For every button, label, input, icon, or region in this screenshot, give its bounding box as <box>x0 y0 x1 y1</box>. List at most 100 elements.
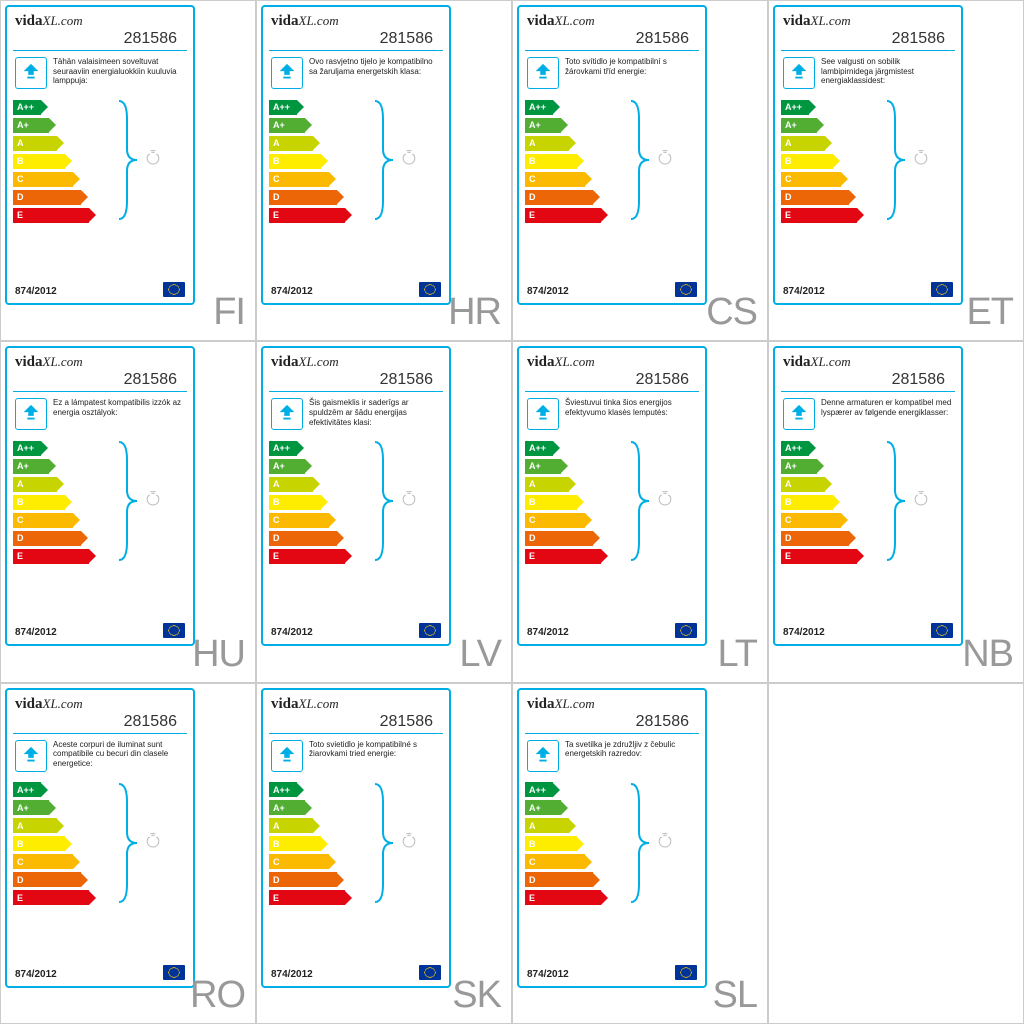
energy-bar-A++: A++ <box>13 99 193 115</box>
energy-bars: A++A+ABCDE <box>775 95 961 229</box>
energy-bar-C: C <box>781 171 961 187</box>
eu-flag-icon <box>163 282 185 297</box>
description-text: See valgusti on sobilik lambipirnidega j… <box>821 57 953 86</box>
brand-text: vidaXL.com <box>519 348 705 371</box>
energy-bars: A++A+ABCDE <box>7 95 193 229</box>
energy-bar-A: A <box>525 818 705 834</box>
lamp-icon <box>527 398 559 430</box>
energy-bar-B: B <box>781 494 961 510</box>
language-code: CS <box>706 291 757 334</box>
product-id: 281586 <box>781 371 955 392</box>
energy-bar-C: C <box>525 854 705 870</box>
description-text: Šis gaismeklis ir saderīgs ar spuldzēm a… <box>309 398 441 427</box>
energy-bar-A++: A++ <box>525 782 705 798</box>
lamp-icon <box>271 57 303 89</box>
regulation-text: 874/2012 <box>271 286 313 297</box>
energy-bar-E: E <box>525 548 705 564</box>
energy-bars: A++A+ABCDE <box>519 95 705 229</box>
energy-bar-A++: A++ <box>269 99 449 115</box>
energy-bar-B: B <box>525 153 705 169</box>
energy-bar-A++: A++ <box>13 440 193 456</box>
lamp-icon <box>783 398 815 430</box>
energy-bar-E: E <box>13 207 193 223</box>
bracket-icon <box>373 782 397 904</box>
eu-flag-icon <box>931 623 953 638</box>
energy-bar-A++: A++ <box>781 99 961 115</box>
product-id: 281586 <box>269 30 443 51</box>
bracket-icon <box>117 99 141 221</box>
grid-cell: vidaXL.com281586 Ez a lámpatest kompatibi… <box>0 341 256 682</box>
energy-bar-B: B <box>269 836 449 852</box>
energy-bar-B: B <box>13 836 193 852</box>
energy-bar-E: E <box>525 207 705 223</box>
bulb-icon <box>399 832 419 857</box>
energy-bar-A+: A+ <box>781 117 961 133</box>
brand-text: vidaXL.com <box>775 348 961 371</box>
regulation-text: 874/2012 <box>527 627 569 638</box>
eu-flag-icon <box>419 965 441 980</box>
product-id: 281586 <box>781 30 955 51</box>
energy-bars: A++A+ABCDE <box>263 436 449 570</box>
bulb-icon <box>399 490 419 515</box>
product-id: 281586 <box>13 371 187 392</box>
energy-bar-A+: A+ <box>269 458 449 474</box>
bracket-icon <box>629 440 653 562</box>
energy-bar-B: B <box>269 153 449 169</box>
language-code: ET <box>966 291 1013 334</box>
energy-bar-A+: A+ <box>781 458 961 474</box>
energy-bar-E: E <box>781 207 961 223</box>
brand-text: vidaXL.com <box>7 348 193 371</box>
description-text: Ta svetilka je združljiv z čebulic energ… <box>565 740 697 759</box>
bracket-icon <box>373 440 397 562</box>
regulation-text: 874/2012 <box>527 969 569 980</box>
energy-bar-A++: A++ <box>525 99 705 115</box>
grid-cell: vidaXL.com281586 Šviestuvui tinka šios en… <box>512 341 768 682</box>
label-grid: vidaXL.com281586Tähän valaisimeen sovelt… <box>0 0 1024 1024</box>
bulb-icon <box>911 490 931 515</box>
lamp-icon <box>783 57 815 89</box>
energy-bar-D: D <box>269 530 449 546</box>
description-text: Tähän valaisimeen soveltuvat seuraaviin … <box>53 57 185 86</box>
energy-bar-E: E <box>269 890 449 906</box>
energy-bar-C: C <box>525 171 705 187</box>
grid-cell: vidaXL.com281586Ovo rasvjetno tijelo je … <box>256 0 512 341</box>
grid-cell: vidaXL.com281586Šis gaismeklis ir saderī… <box>256 341 512 682</box>
language-code: SL <box>713 974 757 1017</box>
regulation-text: 874/2012 <box>271 627 313 638</box>
description-text: Šviestuvui tinka šios energijos efektyvu… <box>565 398 697 417</box>
lamp-icon <box>271 398 303 430</box>
grid-cell: vidaXL.com281586Toto svítidlo je kompati… <box>512 0 768 341</box>
energy-bar-B: B <box>13 494 193 510</box>
energy-label: vidaXL.com281586Tähän valaisimeen sovelt… <box>5 5 195 305</box>
bulb-icon <box>655 490 675 515</box>
description-text: Ez a lámpatest kompatibilis izzók az ene… <box>53 398 185 417</box>
eu-flag-icon <box>419 623 441 638</box>
product-id: 281586 <box>525 371 699 392</box>
eu-flag-icon <box>163 965 185 980</box>
regulation-text: 874/2012 <box>783 627 825 638</box>
energy-bar-C: C <box>781 512 961 528</box>
regulation-text: 874/2012 <box>783 286 825 297</box>
bulb-icon <box>143 490 163 515</box>
lamp-icon <box>527 740 559 772</box>
brand-text: vidaXL.com <box>263 348 449 371</box>
bulb-icon <box>143 832 163 857</box>
lamp-icon <box>15 398 47 430</box>
language-code: HU <box>192 633 245 676</box>
energy-bar-A+: A+ <box>525 117 705 133</box>
energy-bars: A++A+ABCDE <box>7 436 193 570</box>
energy-bar-E: E <box>525 890 705 906</box>
energy-bar-D: D <box>525 530 705 546</box>
grid-cell: vidaXL.com281586Toto svietidlo je kompat… <box>256 683 512 1024</box>
regulation-text: 874/2012 <box>15 627 57 638</box>
energy-bar-E: E <box>269 548 449 564</box>
energy-label: vidaXL.com281586 Šviestuvui tinka šios en… <box>517 346 707 646</box>
energy-bar-A+: A+ <box>13 117 193 133</box>
language-code: LT <box>717 633 757 676</box>
energy-bar-C: C <box>525 512 705 528</box>
grid-cell: vidaXL.com281586Tähän valaisimeen sovelt… <box>0 0 256 341</box>
energy-bar-A: A <box>525 135 705 151</box>
bulb-icon <box>143 149 163 174</box>
energy-label: vidaXL.com281586Šis gaismeklis ir saderī… <box>261 346 451 646</box>
energy-bar-A: A <box>525 476 705 492</box>
